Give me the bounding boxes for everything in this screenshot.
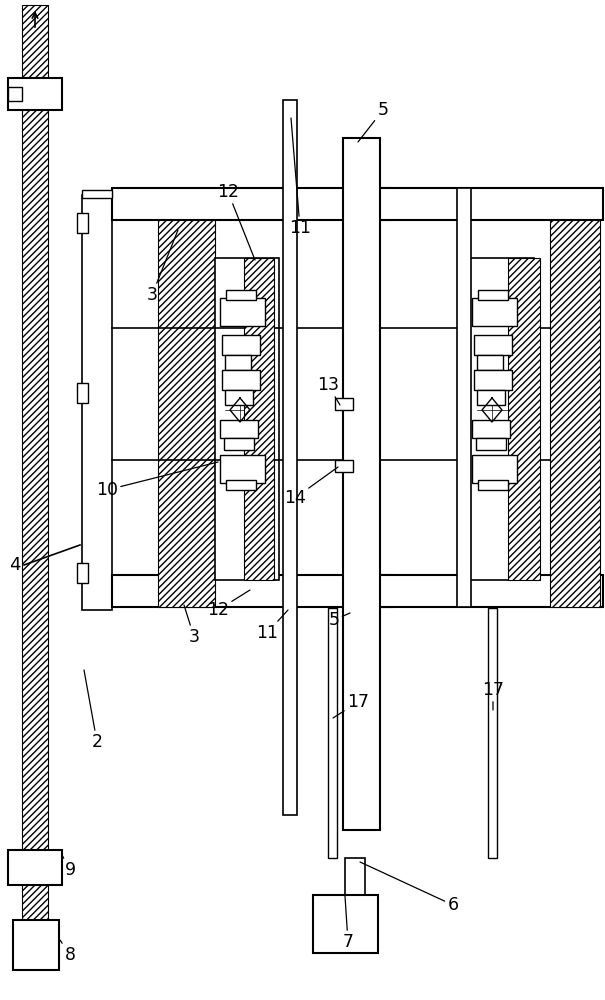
Bar — [112, 575, 392, 607]
Bar — [478, 480, 508, 490]
Text: 3: 3 — [184, 605, 200, 646]
Bar — [343, 138, 380, 830]
Bar — [82, 190, 112, 198]
Bar — [77, 563, 88, 583]
Bar — [378, 188, 603, 220]
Bar — [224, 438, 254, 450]
Bar — [77, 383, 88, 403]
Text: 2: 2 — [84, 670, 102, 751]
Bar — [550, 220, 600, 607]
Bar — [283, 100, 297, 815]
Bar — [82, 195, 112, 610]
Bar — [8, 87, 22, 101]
Text: 9: 9 — [62, 855, 76, 879]
Bar — [225, 355, 251, 370]
Bar — [13, 920, 59, 970]
Text: 17: 17 — [482, 681, 504, 710]
Bar — [488, 608, 497, 858]
Bar — [378, 575, 603, 607]
Text: 12: 12 — [217, 183, 255, 260]
Bar — [220, 298, 265, 326]
Text: 5: 5 — [358, 101, 388, 142]
Text: 5: 5 — [329, 611, 350, 629]
Text: 17: 17 — [333, 693, 369, 718]
Bar — [472, 420, 510, 438]
Bar — [8, 78, 62, 110]
Bar — [474, 370, 512, 390]
Text: 6: 6 — [360, 862, 459, 914]
Bar — [472, 298, 517, 326]
Bar — [328, 608, 337, 858]
Bar — [474, 335, 512, 355]
Text: 11: 11 — [289, 118, 311, 237]
Bar — [222, 370, 260, 390]
Bar — [478, 290, 508, 300]
Bar — [477, 390, 505, 405]
Bar — [244, 258, 274, 580]
Bar — [220, 420, 258, 438]
Bar — [477, 355, 503, 370]
Text: 4: 4 — [9, 556, 21, 574]
Bar — [345, 858, 365, 900]
Bar — [226, 480, 256, 490]
Bar — [226, 290, 256, 300]
Bar — [225, 390, 253, 405]
Bar — [8, 850, 62, 885]
Text: 12: 12 — [207, 590, 250, 619]
Bar — [472, 455, 517, 483]
Bar — [335, 398, 353, 410]
Bar — [22, 5, 48, 955]
Text: 7: 7 — [342, 896, 353, 951]
Bar — [476, 438, 506, 450]
Text: 10: 10 — [96, 462, 218, 499]
Bar — [215, 258, 279, 580]
Bar — [220, 455, 265, 483]
Bar — [112, 188, 392, 220]
Bar — [468, 258, 534, 580]
Bar — [457, 188, 471, 607]
Bar — [508, 258, 540, 580]
Text: 8: 8 — [60, 940, 76, 964]
Text: 11: 11 — [256, 610, 288, 642]
Bar — [313, 895, 378, 953]
Text: 14: 14 — [284, 467, 338, 507]
Bar — [77, 213, 88, 233]
Text: 3: 3 — [146, 230, 178, 304]
Text: 13: 13 — [317, 376, 340, 405]
Bar — [335, 460, 353, 472]
Bar — [158, 220, 215, 607]
Bar — [222, 335, 260, 355]
